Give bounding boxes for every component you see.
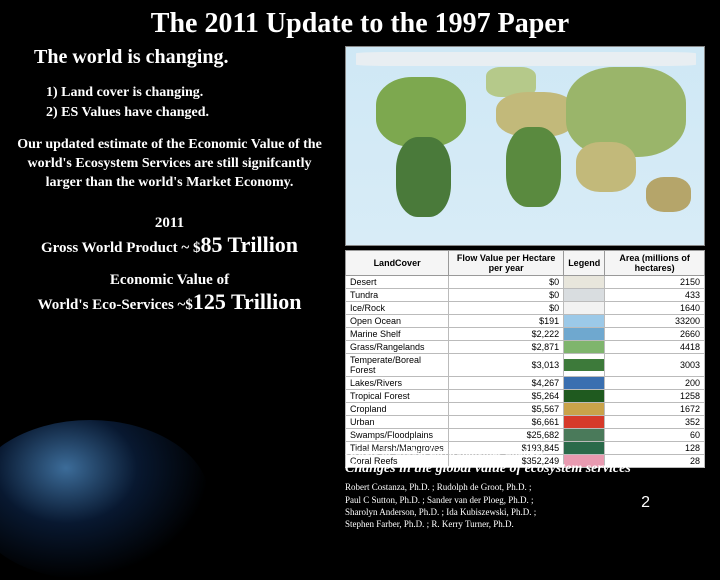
slide-title: The 2011 Update to the 1997 Paper [0, 0, 720, 46]
stat-gwp: 2011 Gross World Product ~ $85 Trillion [10, 215, 329, 258]
bullet-points: 1) Land cover is changing. 2) ES Values … [46, 83, 337, 122]
landcover-table: LandCover Flow Value per Hectare per yea… [345, 250, 705, 468]
stat-gwp-label: Gross World Product ~ $ [41, 240, 201, 256]
stat-eco: Economic Value of World's Eco-Services ~… [10, 272, 329, 315]
summary-paragraph: Our updated estimate of the Economic Val… [14, 136, 325, 193]
left-column: The world is changing. 1) Land cover is … [10, 46, 345, 468]
table-row: Lakes/Rivers$4,267200 [346, 377, 705, 390]
stat-gwp-value: 85 Trillion [200, 232, 298, 257]
table-row: Grass/Rangelands$2,8714418 [346, 341, 705, 354]
author-list: Robert Costanza, Ph.D. ; Rudolph de Groo… [345, 481, 715, 530]
table-row: Tundra$0433 [346, 289, 705, 302]
th-flow: Flow Value per Hectare per year [449, 251, 564, 276]
world-map-image [345, 46, 705, 246]
th-landcover: LandCover [346, 251, 449, 276]
table-row: Urban$6,661352 [346, 416, 705, 429]
table-row: Open Ocean$19133200 [346, 315, 705, 328]
table-row: Ice/Rock$01640 [346, 302, 705, 315]
table-row: Swamps/Floodplains$25,68260 [346, 429, 705, 442]
article-title: Changes in the global value of ecosystem… [345, 461, 715, 477]
stat-eco-value: 125 Trillion [193, 289, 302, 314]
table-row: Tropical Forest$5,2641258 [346, 390, 705, 403]
journal-name: Article in Global Environmental Change: [345, 444, 715, 459]
page-number: 2 [641, 494, 650, 512]
right-column: LandCover Flow Value per Hectare per yea… [345, 46, 710, 468]
point-2: 2) ES Values have changed. [46, 103, 337, 123]
table-row: Temperate/Boreal Forest$3,0133003 [346, 354, 705, 377]
table-row: Desert$02150 [346, 276, 705, 289]
stat-eco-label-a: Economic Value of [10, 272, 329, 289]
th-area: Area (millions of hectares) [605, 251, 705, 276]
th-legend: Legend [564, 251, 605, 276]
content-area: The world is changing. 1) Land cover is … [0, 46, 720, 468]
subtitle: The world is changing. [34, 46, 337, 69]
table-header-row: LandCover Flow Value per Hectare per yea… [346, 251, 705, 276]
table-row: Cropland$5,5671672 [346, 403, 705, 416]
table-row: Marine Shelf$2,2222660 [346, 328, 705, 341]
citation-footer: Article in Global Environmental Change: … [345, 444, 715, 530]
stat-eco-label-b: World's Eco-Services ~$ [38, 297, 193, 313]
stat-year: 2011 [10, 215, 329, 232]
point-1: 1) Land cover is changing. [46, 83, 337, 103]
